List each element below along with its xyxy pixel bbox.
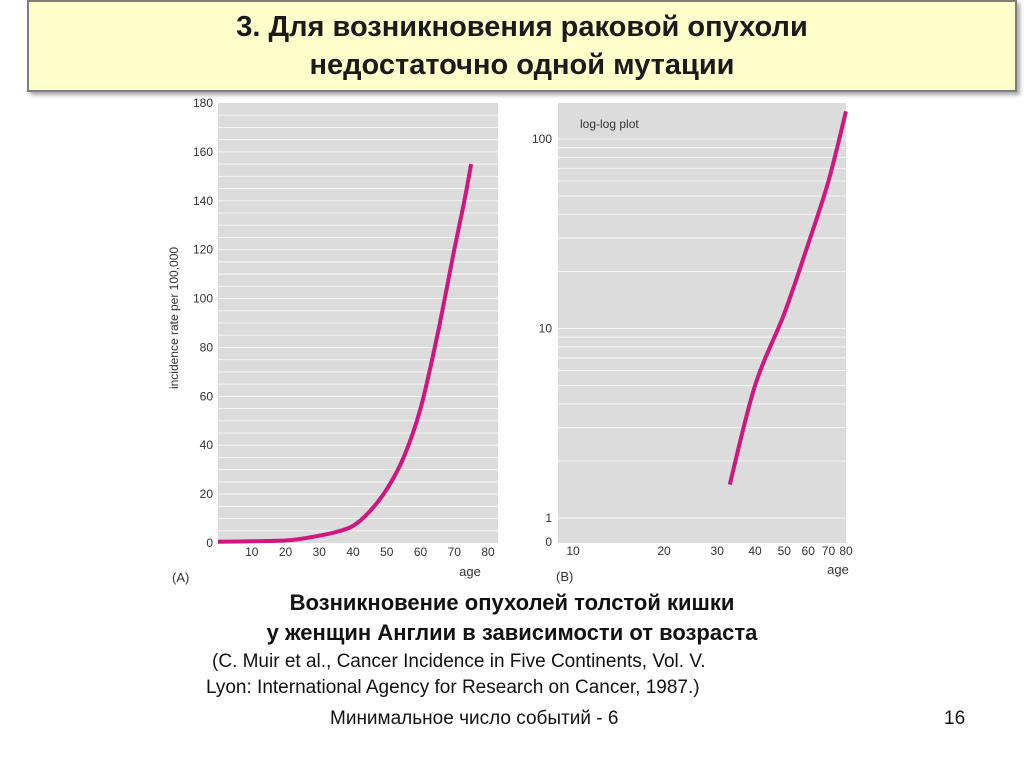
plot-a-gridlines [218,114,498,532]
plot-a-x-tick-label: 80 [481,545,495,559]
plot-a-x-tick-label: 10 [245,545,259,559]
caption-line-1: Возникновение опухолей толстой кишки [289,590,735,615]
plot-a-y-axis-label: incidence rate per 100,000 [167,247,181,389]
plot-a-panel-label: (A) [172,570,189,585]
plot-a-y-tick-label: 160 [193,145,213,159]
plot-a-y-tick-label: 60 [200,389,214,403]
plot-a-y-tick-label: 100 [193,292,213,306]
plot-a-x-tick-label: 30 [313,545,327,559]
plot-a-y-tick-label: 80 [200,340,214,354]
plot-a-x-ticks: 10 20 30 40 50 60 70 80 [245,545,495,559]
reference-line-2: Lyon: International Agency for Research … [206,677,700,698]
plot-a-x-tick-label: 60 [414,545,428,559]
slide-title-line-1: 3. Для возникновения раковой опухоли [236,11,808,43]
slide-title-line-2: недостаточно одной мутации [309,49,735,81]
plot-a-x-tick-label: 40 [346,545,360,559]
page-number: 16 [944,708,966,729]
caption-line-2: у женщин Англии в зависимости от возраст… [266,620,758,645]
footer-note: Минимальное число событий - 6 [330,708,619,729]
plot-a-y-tick-label: 180 [193,96,213,110]
reference-line-1: (C. Muir et al., Cancer Incidence in Fiv… [212,651,706,672]
plot-a-y-ticks: 0 20 40 60 80 100 120 140 160 180 [193,96,213,550]
plot-a-y-tick-label: 140 [193,194,213,208]
plot-a-curve [217,163,474,544]
plot-a-y-tick-label: 40 [200,438,214,452]
plot-a-x-tick-label: 20 [279,545,293,559]
plot-a-x-tick-label: 50 [380,545,394,559]
title-box: 3. Для возникновения раковой опухоли нед… [27,0,1017,92]
plot-a-y-tick-label: 20 [200,487,214,501]
plot-a-x-tick-label: 70 [448,545,462,559]
plot-a-y-tick-label: 120 [193,243,213,257]
plot-a-y-tick-label: 0 [206,536,213,550]
plot-a-x-axis-label: age [459,564,481,579]
